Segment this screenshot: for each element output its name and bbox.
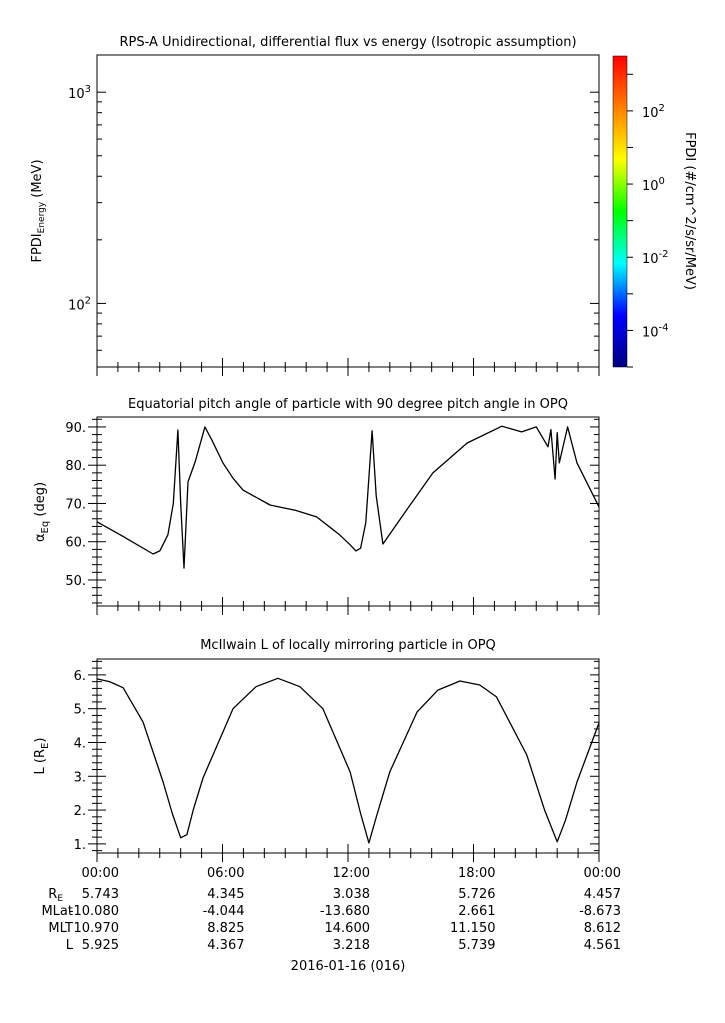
row-value: 4.457 <box>584 887 621 902</box>
row-value: -4.044 <box>203 904 245 919</box>
row-value: -13.680 <box>320 904 370 919</box>
colorbar-tick-label: 10-4 <box>642 322 669 340</box>
y-tick-label: 103 <box>68 84 91 102</box>
y-tick-label: 90. <box>65 421 86 436</box>
row-value: -8.673 <box>579 904 621 919</box>
y-tick-label: 80. <box>65 459 86 474</box>
row-value: 5.739 <box>458 938 495 953</box>
l-shell-line <box>96 677 600 844</box>
pitch-angle-panel: Equatorial pitch angle of particle with … <box>33 397 600 615</box>
panel3-title: McIlwain L of locally mirroring particle… <box>200 638 496 653</box>
panel1-plot-area <box>96 54 600 368</box>
y-tick-label: 1. <box>74 838 86 853</box>
colorbar-tick-label: 10-2 <box>642 249 669 267</box>
y-tick-label: 5. <box>74 703 86 718</box>
x-tick-label: 06:00 <box>207 866 244 881</box>
x-tick-label: 12:00 <box>333 866 370 881</box>
y-tick-label: 6. <box>74 669 86 684</box>
colorbar-gradient <box>612 55 628 368</box>
panel1-ylabel: FPDIEnergy (MeV) <box>30 159 47 262</box>
colorbar: 102 100 10-2 10-4 FPDI (#/cm^2/s/sr/MeV) <box>612 55 697 368</box>
panel3-axes: 6. 5. 4. 3. 2. 1. <box>74 660 600 862</box>
colorbar-tick-label: 102 <box>642 103 665 121</box>
row-value: 10.970 <box>74 921 120 936</box>
x-tick-label: 00:00 <box>82 866 119 881</box>
row-value: -10.080 <box>69 904 119 919</box>
panel2-axes: 90. 80. 70. 60. 50. <box>65 418 600 615</box>
panel2-ylabel: αEq (deg) <box>33 482 51 542</box>
row-value: 4.561 <box>584 938 621 953</box>
row-value: 5.925 <box>82 938 119 953</box>
row-value: 2.661 <box>458 904 495 919</box>
row-value: 8.612 <box>584 921 621 936</box>
panel1-title: RPS-A Unidirectional, differential flux … <box>119 35 576 50</box>
flux-spectrogram-panel: RPS-A Unidirectional, differential flux … <box>30 35 600 376</box>
x-tick-label: 00:00 <box>584 866 621 881</box>
y-tick-label: 2. <box>74 804 86 819</box>
row-value: 4.345 <box>207 887 244 902</box>
mcilwain-l-panel: McIlwain L of locally mirroring particle… <box>33 638 600 862</box>
row-value: 4.367 <box>207 938 244 953</box>
date-label: 2016-01-16 (016) <box>291 959 406 974</box>
row-label: MLT <box>48 921 73 936</box>
y-tick-label: 50. <box>65 574 86 589</box>
y-tick-label: 102 <box>68 295 91 313</box>
panel1-axes: 103 102 <box>68 84 600 376</box>
row-value: 8.825 <box>207 921 244 936</box>
row-value: 14.600 <box>325 921 371 936</box>
y-tick-label: 4. <box>74 736 86 751</box>
row-value: 3.218 <box>333 938 370 953</box>
row-value: 11.150 <box>450 921 496 936</box>
ephemeris-table: 00:00 06:00 12:00 18:00 00:00 RE 5.743 4.345 3.0… <box>41 866 621 953</box>
row-value: 5.743 <box>82 887 119 902</box>
colorbar-ticks: 102 100 10-2 10-4 <box>627 73 669 368</box>
row-label: RE <box>48 887 63 904</box>
row-value: 3.038 <box>333 887 370 902</box>
y-tick-label: 3. <box>74 770 86 785</box>
row-label: MLat <box>41 904 73 919</box>
colorbar-label: FPDI (#/cm^2/s/sr/MeV) <box>682 132 697 290</box>
y-tick-label: 70. <box>65 497 86 512</box>
row-label: L <box>66 938 74 953</box>
colorbar-tick-label: 100 <box>642 176 665 194</box>
panel3-ylabel: L (RE) <box>33 738 51 775</box>
panel2-title: Equatorial pitch angle of particle with … <box>128 397 568 412</box>
panel3-plot-area <box>96 658 600 854</box>
row-value: 5.726 <box>458 887 495 902</box>
y-tick-label: 60. <box>65 536 86 551</box>
pitch-angle-line <box>96 425 600 569</box>
x-tick-label: 18:00 <box>458 866 495 881</box>
